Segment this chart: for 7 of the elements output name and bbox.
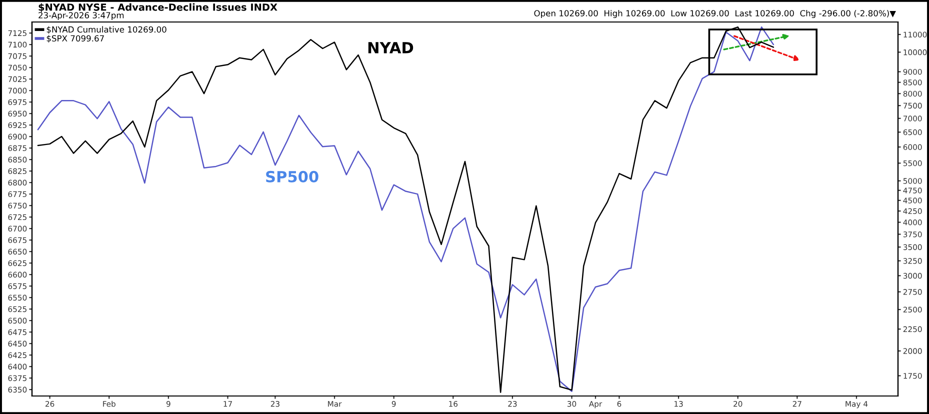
- text: Open 10269.00 High 10269.00 Low 10269.00 Last 10269.00 Chg -296.00 (-2.80%)▼: [534, 10, 896, 18]
- legend-label: $NYAD Cumulative 10269.00: [46, 26, 166, 34]
- chart-title: $NYAD NYSE - Advance-Decline Issues INDX: [38, 3, 278, 12]
- annotation: NYAD: [368, 42, 414, 54]
- legend-label: $SPX 7099.67: [46, 35, 104, 43]
- chart-subtitle: 23-Apr-2026 3:47pm: [38, 12, 124, 20]
- annotation: SP500: [266, 170, 318, 182]
